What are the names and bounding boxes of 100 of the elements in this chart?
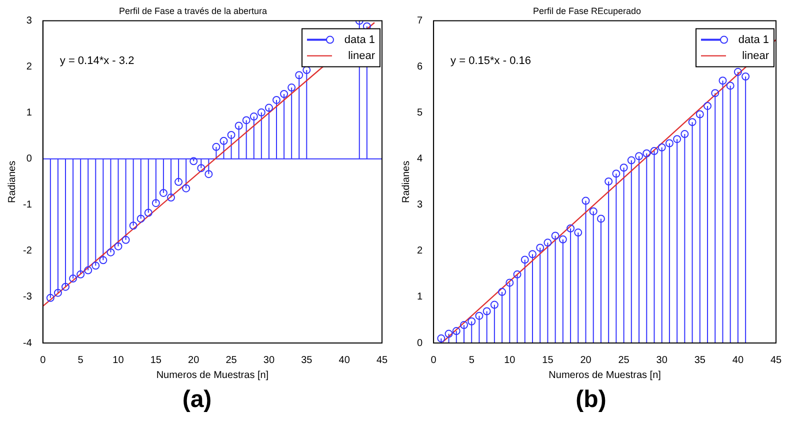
point (574, 228, 582, 237)
x-tick-label: 20 (580, 354, 592, 366)
y-tick-label: -4 (22, 338, 32, 349)
point (604, 177, 613, 186)
x-tick-label: 45 (770, 354, 782, 366)
x-tick-label: 40 (338, 354, 350, 366)
x-tick-label: 35 (301, 354, 313, 366)
y-tick-label: 7 (417, 16, 423, 27)
point (498, 288, 506, 296)
point (76, 270, 85, 278)
point (528, 250, 536, 258)
point (152, 199, 160, 208)
y-tick-label: 0 (417, 338, 423, 349)
point (122, 236, 130, 244)
x-tick-label: 5 (468, 354, 475, 366)
point (673, 135, 682, 144)
x-tick-label: 10 (112, 354, 124, 366)
point (264, 104, 273, 112)
y-axis-title: Radianes (6, 160, 18, 204)
point (227, 130, 236, 139)
point (680, 130, 689, 138)
y-tick-label: -3 (22, 292, 32, 303)
point (46, 294, 54, 302)
x-tick-label: 0 (430, 354, 437, 366)
annotation: y = 0.14*x - 3.2 (60, 54, 134, 67)
point (234, 122, 243, 130)
y-tick-label: 1 (26, 108, 32, 119)
point (635, 152, 644, 160)
legend-label: data 1 (344, 34, 375, 46)
point (288, 84, 296, 92)
point (650, 147, 658, 156)
point (452, 327, 460, 336)
point (468, 317, 476, 326)
y-tick-label: 3 (26, 16, 32, 27)
point (212, 142, 220, 151)
x-tick-label: 30 (656, 354, 668, 366)
point (589, 207, 598, 216)
point (513, 270, 522, 278)
point (190, 157, 198, 166)
x-tick-label: 25 (226, 354, 238, 366)
point (204, 170, 213, 178)
x-tick-label: 25 (618, 354, 630, 366)
point (627, 156, 636, 164)
x-tick-label: 15 (150, 354, 162, 366)
x-tick-label: 30 (263, 354, 275, 366)
point (551, 232, 560, 240)
x-axis-title: Numeros de Muestras [n] (156, 370, 269, 381)
point (220, 136, 228, 145)
point (620, 164, 628, 172)
point (242, 116, 250, 124)
point (272, 96, 280, 104)
text: (b) (574, 386, 608, 414)
y-tick-label: 5 (417, 108, 423, 119)
point (136, 214, 145, 223)
x-tick-label: 35 (694, 354, 706, 366)
legend-label: linear (742, 50, 770, 62)
y-tick-label: 2 (417, 246, 423, 257)
point (114, 242, 122, 250)
point (490, 300, 498, 309)
y-tick-label: 0 (26, 154, 32, 165)
point (612, 170, 620, 178)
point (99, 256, 108, 264)
point (558, 235, 567, 244)
y-tick-label: 4 (417, 154, 423, 165)
point (295, 71, 304, 80)
point (144, 208, 152, 217)
point (182, 184, 190, 192)
chart-title: Perfil de Fase REcuperado (532, 6, 642, 16)
point (696, 110, 704, 118)
legend-label: data 1 (738, 34, 769, 46)
point (444, 330, 453, 338)
point (726, 82, 734, 90)
point (92, 262, 100, 270)
point (544, 238, 552, 247)
point (566, 224, 575, 232)
point (582, 196, 590, 205)
y-axis-title: Radianes (400, 160, 412, 204)
point (106, 248, 115, 256)
x-tick-label: 0 (40, 354, 46, 366)
point (718, 76, 727, 85)
point (62, 282, 70, 291)
y-tick-label: -1 (22, 200, 32, 211)
x-tick-label: 5 (78, 354, 84, 366)
point (174, 178, 183, 186)
point (658, 143, 666, 152)
x-tick-label: 40 (732, 354, 744, 366)
y-tick-label: 6 (417, 62, 423, 73)
point (665, 139, 674, 148)
annotation: y = 0.15*x - 0.16 (450, 54, 531, 67)
x-tick-label: 45 (376, 354, 388, 366)
point (475, 312, 484, 320)
point (704, 102, 712, 110)
y-tick-label: 1 (417, 292, 423, 303)
point (506, 278, 514, 287)
point (642, 149, 651, 158)
point (734, 68, 742, 76)
point (69, 274, 78, 283)
legend-label: linear (348, 50, 376, 62)
x-axis-title: Numeros de Muestras [n] (548, 370, 662, 381)
y-tick-label: 2 (26, 62, 32, 73)
